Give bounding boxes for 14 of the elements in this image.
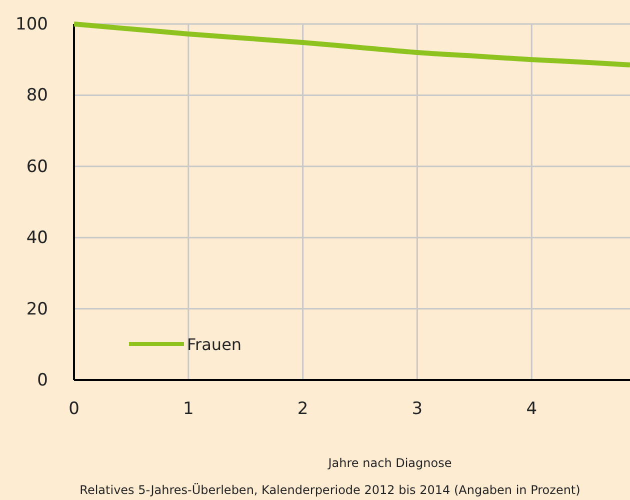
x-axis-title: Jahre nach Diagnose (327, 456, 452, 470)
text: Relatives 5-Jahres-Überleben, Kalenderperiode 2012 bis 2014 (Angaben in Prozent) (80, 483, 580, 497)
y-tick-label: 20 (26, 299, 48, 320)
y-tick-label: 100 (16, 14, 48, 34)
x-tick-label: 0 (68, 399, 80, 420)
y-tick-label: 60 (26, 156, 48, 177)
x-tick-label: 2 (297, 399, 308, 420)
x-tick-label: 4 (526, 399, 538, 420)
y-tick-label: 0 (37, 370, 48, 390)
x-tick-label: 1 (182, 399, 194, 420)
y-tick-label: 80 (26, 86, 48, 106)
y-tick-label: 40 (26, 228, 48, 248)
x-tick-label: 3 (412, 399, 423, 420)
legend-label: Frauen (187, 335, 242, 354)
